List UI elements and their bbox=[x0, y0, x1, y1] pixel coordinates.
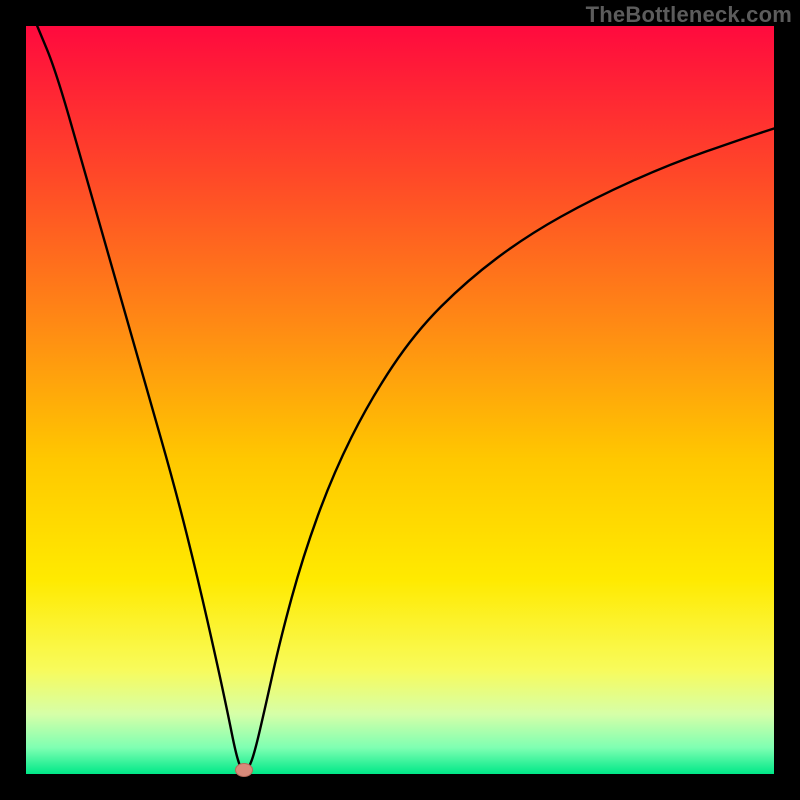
watermark-text: TheBottleneck.com bbox=[586, 2, 792, 28]
bottleneck-curve bbox=[26, 26, 774, 774]
chart-frame: TheBottleneck.com bbox=[0, 0, 800, 800]
min-point-marker bbox=[235, 763, 253, 777]
plot-area bbox=[26, 26, 774, 774]
